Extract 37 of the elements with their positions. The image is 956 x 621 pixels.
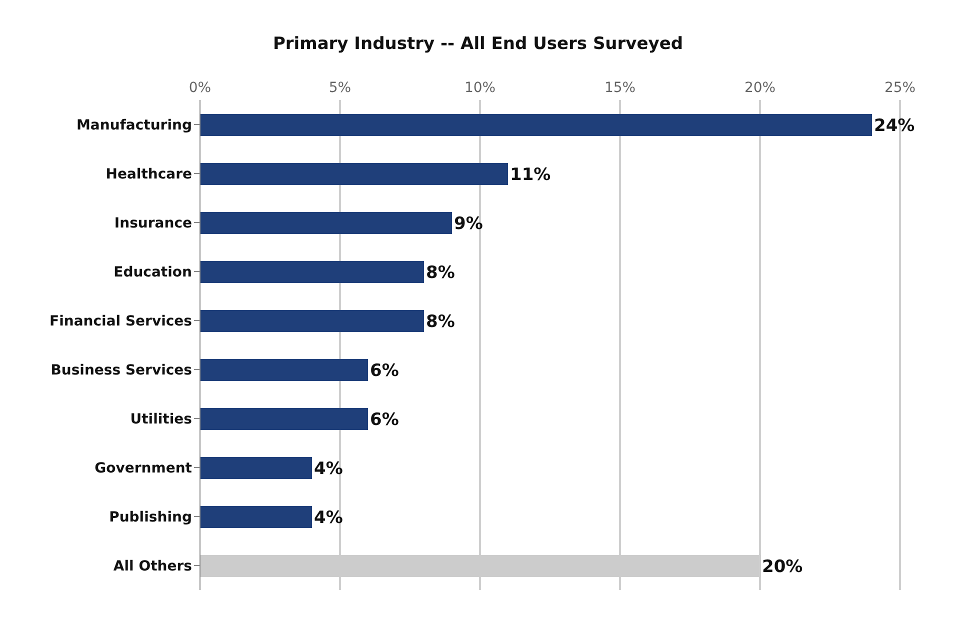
bar — [200, 555, 760, 577]
x-tick-label: 5% — [328, 80, 352, 96]
bar — [200, 310, 424, 332]
data-label: 6% — [370, 361, 399, 382]
y-tick-label: Government — [94, 460, 192, 476]
x-tick-label: 25% — [884, 80, 916, 96]
x-tick-label: 20% — [744, 80, 776, 96]
bar — [200, 359, 368, 381]
data-label: 9% — [454, 214, 483, 234]
y-tick-label: Manufacturing — [76, 117, 192, 134]
bar — [200, 408, 368, 430]
y-tick-label: All Others — [113, 558, 192, 574]
bar — [200, 261, 424, 283]
y-tick-label: Business Services — [50, 362, 192, 378]
x-tick-label: 0% — [188, 80, 212, 96]
data-label: 8% — [426, 263, 455, 284]
y-tick-label: Utilities — [130, 411, 192, 428]
y-tick-label: Financial Services — [50, 313, 192, 330]
bar — [200, 506, 312, 528]
y-tick-label: Publishing — [109, 509, 192, 526]
data-label: 8% — [426, 312, 455, 332]
data-label: 4% — [314, 508, 343, 528]
data-label: 4% — [314, 459, 343, 480]
y-tick-label: Healthcare — [106, 166, 192, 182]
bar — [200, 212, 452, 234]
y-tick-label: Insurance — [114, 215, 192, 232]
bar — [200, 163, 508, 185]
data-label: 20% — [762, 557, 803, 578]
bar — [200, 114, 872, 136]
data-label: 6% — [370, 410, 399, 430]
data-label: 11% — [510, 165, 551, 186]
y-tick-label: Education — [114, 264, 192, 280]
x-tick-label: 15% — [604, 80, 636, 96]
x-tick-label: 10% — [464, 80, 496, 96]
chart-title: Primary Industry -- All End Users Surveyed — [272, 34, 684, 54]
data-label: 24% — [874, 116, 915, 136]
bar — [200, 457, 312, 479]
